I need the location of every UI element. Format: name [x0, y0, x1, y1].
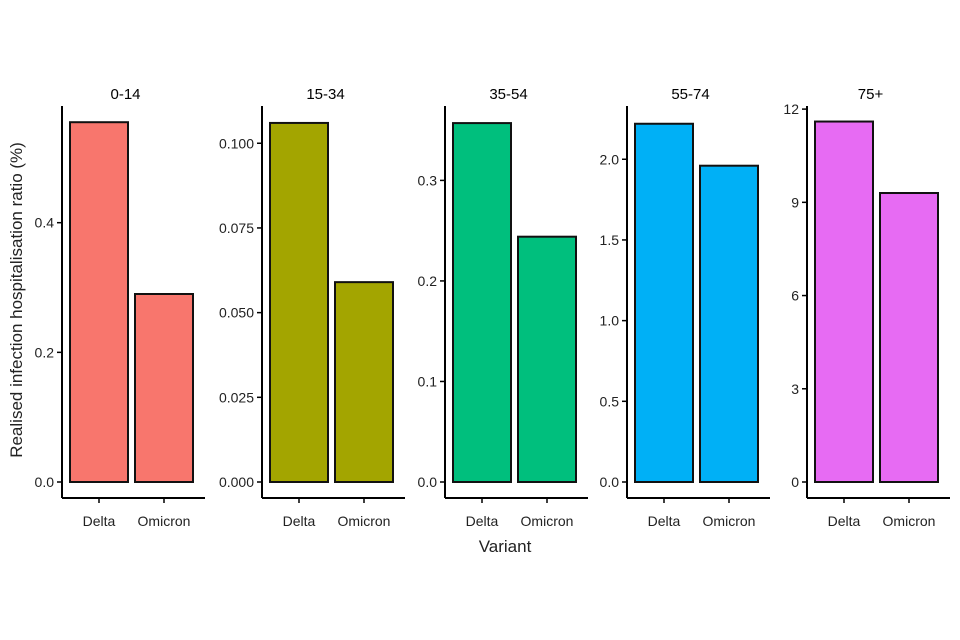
y-axis-title: Realised infection hospitalisation ratio… [7, 142, 26, 458]
bar-delta [814, 120, 874, 483]
bar-delta [634, 122, 694, 484]
y-tick-label: 12 [783, 101, 799, 117]
y-tick-label: 9 [791, 194, 799, 210]
y-tick-label: 0.0 [35, 474, 55, 490]
y-tick-label: 1.0 [600, 313, 620, 329]
x-tick-label: Delta [466, 513, 499, 529]
bar-omicron [517, 235, 577, 483]
y-tick-label: 0 [791, 474, 799, 490]
bar-omicron [699, 164, 759, 483]
y-tick-label: 2.0 [600, 151, 620, 167]
facet-panel-35-54: 35-54 0.0 0.1 0.2 0.3 Delta Omicron [418, 86, 588, 529]
facet-title: 55-74 [671, 86, 709, 103]
facet-title: 15-34 [306, 86, 344, 103]
facet-title: 75+ [858, 86, 884, 103]
y-tick-label: 0.100 [219, 135, 254, 151]
y-tick-label: 0.075 [219, 220, 254, 236]
y-tick-label: 0.0 [418, 474, 438, 490]
y-tick-label: 0.2 [418, 273, 438, 289]
y-tick-label: 0.1 [418, 373, 438, 389]
x-tick-label: Omicron [703, 513, 756, 529]
bar-delta [452, 122, 512, 483]
x-tick-label: Delta [828, 513, 861, 529]
x-tick-label: Omicron [883, 513, 936, 529]
y-tick-label: 0.4 [35, 215, 55, 231]
x-tick-label: Omicron [138, 513, 191, 529]
bar-omicron [334, 281, 394, 483]
y-tick-label: 0.3 [418, 172, 438, 188]
x-axis-title: Variant [479, 537, 532, 556]
y-tick-label: 0.2 [35, 344, 55, 360]
bar-omicron [879, 192, 939, 483]
bar-omicron [134, 293, 194, 483]
y-tick-label: 0.0 [600, 474, 620, 490]
facet-panels: 0-14 0.0 0.2 0.4 Delta Omicron 15-34 0.000 0.025… [35, 86, 950, 529]
facet-panel-15-34: 15-34 0.000 0.025 0.050 0.075 0.100 Delta Omicr… [219, 86, 405, 529]
y-tick-label: 1.5 [600, 232, 620, 248]
facet-panel-0-14: 0-14 0.0 0.2 0.4 Delta Omicron [35, 86, 205, 529]
y-tick-label: 0.5 [600, 393, 620, 409]
y-tick-label: 0.025 [219, 389, 254, 405]
x-tick-label: Omicron [338, 513, 391, 529]
y-tick-label: 0.000 [219, 474, 254, 490]
facet-panel-75+: 75+ 0 3 6 9 12 Delta Omicron [783, 86, 950, 529]
x-tick-label: Delta [648, 513, 681, 529]
x-tick-label: Delta [83, 513, 116, 529]
bar-delta [69, 121, 129, 483]
y-tick-label: 0.050 [219, 305, 254, 321]
y-tick-label: 3 [791, 381, 799, 397]
x-tick-label: Omicron [521, 513, 574, 529]
facet-title: 35-54 [489, 86, 527, 103]
bar-delta [269, 121, 329, 483]
y-tick-label: 6 [791, 288, 799, 304]
x-tick-label: Delta [283, 513, 316, 529]
facet-title: 0-14 [110, 86, 140, 103]
facet-panel-55-74: 55-74 0.0 0.5 1.0 1.5 2.0 Delta Omicron [600, 86, 770, 529]
